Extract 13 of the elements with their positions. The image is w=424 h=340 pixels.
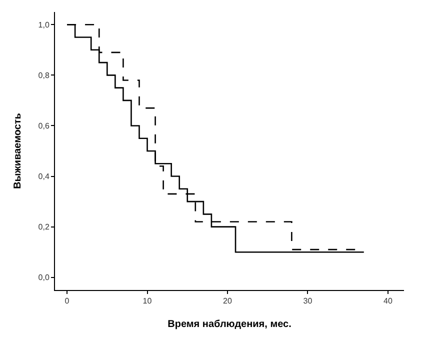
x-tick-label: 40 xyxy=(383,296,393,306)
x-tick-label: 0 xyxy=(64,296,70,306)
y-tick-label: 0,6 xyxy=(38,122,50,131)
y-tick-label: 0,8 xyxy=(38,70,50,80)
x-tick-label: 30 xyxy=(303,296,313,306)
y-axis-title: Выживаемость xyxy=(12,113,24,189)
x-tick-label: 10 xyxy=(142,296,152,306)
y-tick-label: 0,2 xyxy=(38,222,50,232)
x-tick-label: 20 xyxy=(223,296,232,306)
y-tick-label: 0,0 xyxy=(38,273,50,282)
y-tick-label: 0,4 xyxy=(38,172,50,182)
y-tick-label: 1,0 xyxy=(38,20,50,30)
x-axis-title: Время наблюдения, мес. xyxy=(168,319,292,330)
